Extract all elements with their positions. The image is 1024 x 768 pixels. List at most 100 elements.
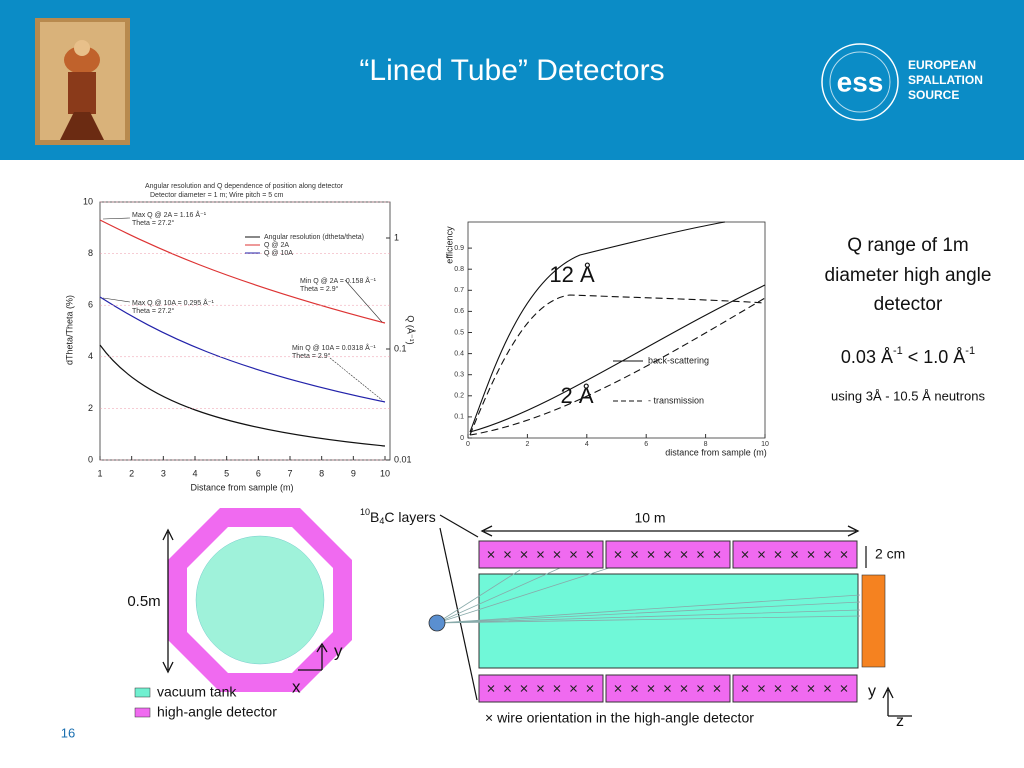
end-detector xyxy=(861,574,886,668)
logo-text: SPALLATION xyxy=(908,73,983,87)
wire-cross xyxy=(520,685,528,692)
y-tick-label: 8 xyxy=(88,248,93,258)
wire-cross xyxy=(614,685,622,692)
arrowheads xyxy=(480,525,860,537)
curve-resolution xyxy=(99,344,386,447)
x-tick-label: 10 xyxy=(380,468,390,478)
wire-cross xyxy=(824,551,831,558)
legend-swatch xyxy=(134,707,151,718)
wire-cross xyxy=(504,551,511,558)
efficiency-plot: back-scattering - transmission 12 Å 2 Å … xyxy=(444,221,769,457)
curve-q2 xyxy=(99,219,386,324)
y-tick-label: 0.1 xyxy=(454,414,464,421)
x-tick-label: 6 xyxy=(256,468,261,478)
annotation: Max Q @ 10A = 0.295 Å⁻¹ xyxy=(132,298,214,307)
wire-cross xyxy=(553,551,561,558)
wire-cross xyxy=(614,551,622,558)
wire-cross xyxy=(631,685,638,692)
x-tick-label: 8 xyxy=(319,468,324,478)
wire-cross xyxy=(586,551,594,558)
x-axis-label: Distance from sample (m) xyxy=(190,482,293,492)
annotation: Min Q @ 2A = 0.158 Å⁻¹ xyxy=(300,276,377,285)
wire-cross xyxy=(697,685,704,692)
summary-heading: detector xyxy=(874,294,943,315)
logo-mark: ess xyxy=(837,66,884,97)
arrowheads xyxy=(162,528,174,674)
wire-cross xyxy=(586,685,594,692)
annotation: Theta = 27.2° xyxy=(132,307,175,315)
wire-cross xyxy=(697,551,704,558)
wire-cross xyxy=(570,551,577,558)
annotation: Theta = 2.9° xyxy=(292,352,331,360)
wire-cross xyxy=(537,685,544,692)
y-axis-label: dTheta/Theta (%) xyxy=(64,295,74,365)
wire-cross xyxy=(680,685,688,692)
wire-cross xyxy=(664,551,671,558)
layers-pointer xyxy=(439,527,478,701)
wire-cross xyxy=(664,685,671,692)
y-axis-label: efficiency xyxy=(444,226,454,264)
annotation: Max Q @ 2A = 1.16 Å⁻¹ xyxy=(132,210,207,219)
legend-label: - transmission xyxy=(648,395,704,405)
curve-12a-back xyxy=(469,221,726,433)
wire-cross xyxy=(537,551,544,558)
length-label: 10 m xyxy=(634,510,665,526)
logo: ess EUROPEAN SPALLATION SOURCE xyxy=(821,43,983,121)
legend-label: vacuum tank xyxy=(157,684,237,700)
wire-cross xyxy=(520,551,528,558)
neutron-paths xyxy=(436,566,861,624)
x-axis-label: distance from sample (m) xyxy=(665,447,767,457)
size-label: 0.5m xyxy=(127,593,160,610)
summary-heading: diameter high angle xyxy=(825,265,992,286)
wire-cross xyxy=(774,685,782,692)
y-tick-label: 0 xyxy=(460,435,464,442)
axis-label: y xyxy=(868,683,876,700)
annotation-arrow xyxy=(329,357,383,401)
thickness-label: 2 cm xyxy=(875,546,905,562)
wire-cross xyxy=(680,551,688,558)
legend-label: high-angle detector xyxy=(157,704,277,720)
plot-subtitle: Detector diameter = 1 m; Wire pitch = 5 … xyxy=(150,192,284,199)
axis-label: x xyxy=(292,677,301,696)
curve-label: 12 Å xyxy=(549,262,595,287)
wire-cross xyxy=(631,551,638,558)
x-tick-label: 0 xyxy=(466,441,470,448)
x-tick-label: 4 xyxy=(585,441,589,448)
y-tick-label: 10 xyxy=(83,196,93,206)
axes xyxy=(882,686,912,717)
x-tick-label: 10 xyxy=(761,441,769,448)
x-tick-label: 9 xyxy=(351,468,356,478)
wire-cross xyxy=(791,551,798,558)
caption: × wire orientation in the high-angle det… xyxy=(485,710,754,726)
curve-2a-trans xyxy=(469,297,766,436)
x-tick-label: 5 xyxy=(224,468,229,478)
legend-label: Angular resolution (dtheta/theta) xyxy=(264,234,364,241)
wire-cross xyxy=(807,551,815,558)
wire-cross xyxy=(758,685,765,692)
y-tick-label: 0.3 xyxy=(454,372,464,379)
x-tick-label: 2 xyxy=(525,441,529,448)
plot-frame xyxy=(467,221,766,439)
header-band xyxy=(0,0,1024,160)
y-tick-label: 0.2 xyxy=(454,393,464,400)
y-tick-label: 0.8 xyxy=(454,266,464,273)
wire-cross xyxy=(758,551,765,558)
x-tick-label: 7 xyxy=(287,468,292,478)
y2-tick-label: 1 xyxy=(394,232,399,242)
y2-tick-label: 0.01 xyxy=(394,454,412,464)
wire-cross xyxy=(647,551,655,558)
wire-cross xyxy=(713,685,721,692)
curve-label: 2 Å xyxy=(560,383,593,408)
resolution-plot: Angular resolution and Q dependence of p… xyxy=(64,183,415,493)
annotation-arrow xyxy=(102,217,131,220)
wire-cross xyxy=(741,685,749,692)
annotation-arrow xyxy=(102,297,131,303)
wire-cross xyxy=(553,685,561,692)
x-tick-label: 2 xyxy=(129,468,134,478)
axis-label: z xyxy=(896,713,904,730)
summary: Q range of 1m diameter high angle detect… xyxy=(825,235,992,403)
y-tick-label: 0.4 xyxy=(454,350,464,357)
wire-cross xyxy=(807,685,815,692)
page-number: 16 xyxy=(61,725,75,740)
